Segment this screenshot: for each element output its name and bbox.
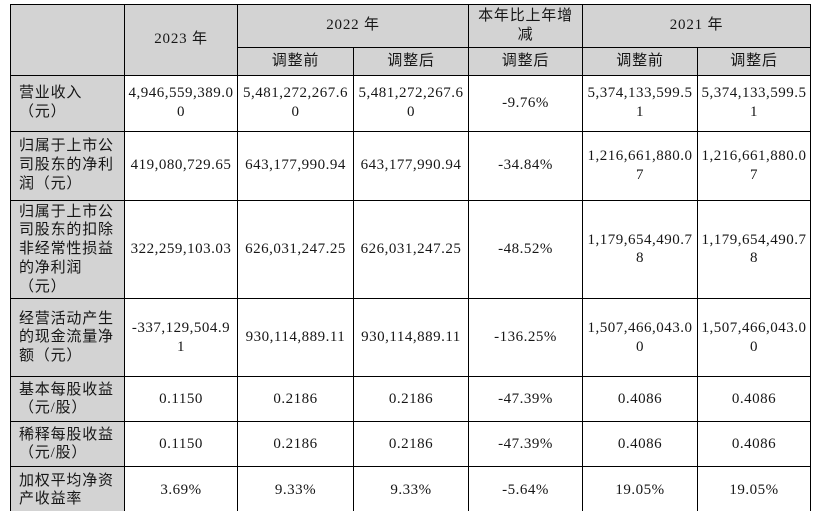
financial-summary-table: 2023 年 2022 年 本年比上年增减 2021 年 调整前 调整后 调整后…: [10, 4, 811, 511]
financial-summary-table-wrap: 2023 年 2022 年 本年比上年增减 2021 年 调整前 调整后 调整后…: [10, 4, 811, 511]
row-label: 经营活动产生的现金流量净额（元）: [10, 298, 125, 378]
cell-2021-post: 1,507,466,043.00: [697, 298, 811, 378]
cell-2023: 419,080,729.65: [124, 130, 238, 201]
header-2022: 2022 年: [237, 4, 469, 48]
cell-2021-post: 0.4086: [697, 376, 811, 423]
table-row-net-profit: 归属于上市公司股东的净利润（元） 419,080,729.65 643,177,…: [10, 130, 811, 201]
cell-2023: 0.1150: [124, 376, 238, 423]
cell-2022-pre: 930,114,889.11: [237, 298, 354, 378]
cell-2022-pre: 0.2186: [237, 376, 354, 423]
cell-2022-post: 930,114,889.11: [353, 298, 469, 378]
subheader-2022-post: 调整后: [353, 46, 469, 76]
cell-2023: -337,129,504.91: [124, 298, 238, 378]
table-row-net-profit-excl: 归属于上市公司股东的扣除非经常性损益的净利润（元） 322,259,103.03…: [10, 199, 811, 300]
cell-2022-post: 0.2186: [353, 421, 469, 468]
subheader-2022-pre: 调整前: [237, 46, 354, 76]
cell-change: -47.39%: [468, 421, 583, 468]
cell-2022-pre: 643,177,990.94: [237, 130, 354, 201]
cell-change: -9.76%: [468, 74, 583, 132]
row-label: 加权平均净资产收益率: [10, 466, 125, 511]
cell-2021-pre: 5,374,133,599.51: [582, 74, 698, 132]
table-row-basic-eps: 基本每股收益（元/股） 0.1150 0.2186 0.2186 -47.39%…: [10, 376, 811, 423]
table-row-revenue: 营业收入（元） 4,946,559,389.00 5,481,272,267.6…: [10, 74, 811, 132]
cell-2022-pre: 5,481,272,267.60: [237, 74, 354, 132]
cell-2022-pre: 9.33%: [237, 466, 354, 511]
table-row-weighted-roe: 加权平均净资产收益率 3.69% 9.33% 9.33% -5.64% 19.0…: [10, 466, 811, 511]
cell-change: -5.64%: [468, 466, 583, 511]
cell-change: -136.25%: [468, 298, 583, 378]
cell-2021-pre: 1,179,654,490.78: [582, 199, 698, 300]
cell-2022-post: 0.2186: [353, 376, 469, 423]
table-row-diluted-eps: 稀释每股收益（元/股） 0.1150 0.2186 0.2186 -47.39%…: [10, 421, 811, 468]
cell-2021-pre: 19.05%: [582, 466, 698, 511]
cell-2021-pre: 1,507,466,043.00: [582, 298, 698, 378]
cell-2023: 322,259,103.03: [124, 199, 238, 300]
table-row-operating-cashflow: 经营活动产生的现金流量净额（元） -337,129,504.91 930,114…: [10, 298, 811, 378]
cell-2022-post: 626,031,247.25: [353, 199, 469, 300]
header-change: 本年比上年增减: [468, 4, 583, 48]
subheader-2021-post: 调整后: [697, 46, 811, 76]
cell-2022-pre: 0.2186: [237, 421, 354, 468]
cell-change: -34.84%: [468, 130, 583, 201]
row-label: 稀释每股收益（元/股）: [10, 421, 125, 468]
cell-2021-post: 19.05%: [697, 466, 811, 511]
header-blank-cell: [10, 4, 125, 76]
cell-2023: 0.1150: [124, 421, 238, 468]
cell-2021-post: 0.4086: [697, 421, 811, 468]
cell-2021-post: 1,179,654,490.78: [697, 199, 811, 300]
header-2021: 2021 年: [582, 4, 811, 48]
cell-2022-post: 5,481,272,267.60: [353, 74, 469, 132]
cell-2021-post: 1,216,661,880.07: [697, 130, 811, 201]
header-row-adjust: 调整前 调整后 调整后 调整前 调整后: [11, 46, 811, 76]
row-label: 归属于上市公司股东的净利润（元）: [10, 130, 125, 201]
cell-change: -48.52%: [468, 199, 583, 300]
cell-change: -47.39%: [468, 376, 583, 423]
header-2023: 2023 年: [124, 4, 238, 76]
subheader-change-post: 调整后: [468, 46, 583, 76]
cell-2021-post: 5,374,133,599.51: [697, 74, 811, 132]
cell-2022-pre: 626,031,247.25: [237, 199, 354, 300]
cell-2021-pre: 0.4086: [582, 421, 698, 468]
cell-2023: 3.69%: [124, 466, 238, 511]
cell-2022-post: 9.33%: [353, 466, 469, 511]
cell-2021-pre: 1,216,661,880.07: [582, 130, 698, 201]
cell-2023: 4,946,559,389.00: [124, 74, 238, 132]
row-label: 归属于上市公司股东的扣除非经常性损益的净利润（元）: [10, 199, 125, 300]
header-row-years: 2023 年 2022 年 本年比上年增减 2021 年: [10, 4, 811, 76]
row-label: 基本每股收益（元/股）: [10, 376, 125, 423]
cell-2021-pre: 0.4086: [582, 376, 698, 423]
subheader-2021-pre: 调整前: [582, 46, 698, 76]
cell-2022-post: 643,177,990.94: [353, 130, 469, 201]
row-label: 营业收入（元）: [10, 74, 125, 132]
